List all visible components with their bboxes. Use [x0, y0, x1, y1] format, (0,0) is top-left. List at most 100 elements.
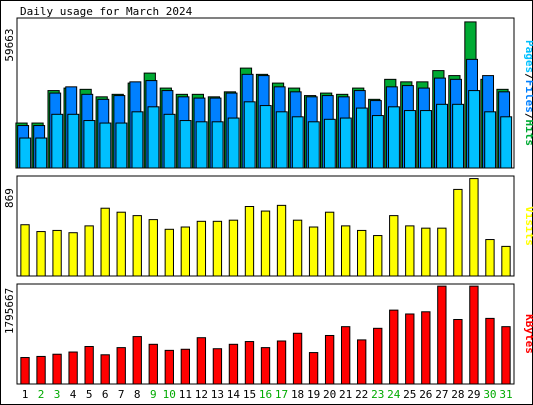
day-label-7: 7	[118, 388, 125, 401]
kbytes-bar-day-9	[148, 343, 158, 385]
visits-bar-day-28	[453, 188, 463, 277]
visits-bar-day-19	[308, 226, 319, 277]
kbytes-bar-day-18	[292, 332, 303, 385]
kbytes-bar-day-30	[485, 317, 495, 385]
day-label-1: 1	[22, 388, 29, 401]
day-label-25: 25	[403, 388, 416, 401]
hits-max-label: 59663	[3, 28, 16, 61]
visits-bar-day-25	[405, 225, 415, 277]
visits-max-label: 869	[3, 188, 16, 208]
visits-bar-day-10	[164, 228, 174, 277]
day-label-15: 15	[243, 388, 256, 401]
day-label-21: 21	[339, 388, 352, 401]
pages-bar-day-2	[35, 137, 48, 169]
kbytes-bar-day-28	[453, 318, 463, 385]
pages-bar-day-17	[275, 111, 288, 169]
pages-bar-day-7	[115, 122, 128, 169]
day-label-12: 12	[195, 388, 208, 401]
visits-bar-day-9	[148, 219, 158, 277]
visits-bar-day-5	[84, 225, 94, 277]
pages-bar-day-22	[355, 107, 368, 169]
kbytes-bar-day-13	[212, 348, 223, 385]
visits-bar-day-26	[421, 227, 431, 277]
visits-bar-day-24	[389, 215, 399, 277]
kbytes-bar-day-7	[116, 347, 126, 385]
visits-bar-day-18	[292, 219, 303, 277]
kbytes-bar-day-11	[180, 348, 191, 385]
kbytes-bar-day-24	[389, 309, 399, 385]
pages-bar-day-6	[99, 122, 112, 169]
pages-bar-day-29	[468, 90, 481, 169]
pages-bar-day-27	[436, 103, 449, 169]
kbytes-bar-day-2	[36, 355, 46, 385]
visits-bar-day-6	[100, 207, 110, 277]
pages-bar-day-20	[323, 118, 336, 169]
day-label-30: 30	[483, 388, 496, 401]
hits-legend: Pages/Files/Hits	[523, 40, 533, 146]
day-label-19: 19	[307, 388, 320, 401]
visits-bar-day-11	[180, 226, 191, 277]
day-label-8: 8	[134, 388, 141, 401]
day-label-20: 20	[323, 388, 336, 401]
pages-bar-day-10	[163, 113, 176, 169]
hits-legend-item-0: Pages	[523, 40, 533, 73]
kbytes-bar-day-22	[357, 339, 367, 385]
day-label-17: 17	[275, 388, 288, 401]
hits-legend-item-1: /	[523, 73, 533, 80]
hits-legend-item-4: Hits	[523, 120, 533, 147]
day-label-13: 13	[211, 388, 224, 401]
pages-bar-day-3	[51, 113, 64, 169]
hits-legend-item-2: Files	[523, 80, 533, 113]
visits-legend: Visits	[523, 206, 533, 246]
pages-bar-day-14	[227, 117, 240, 169]
visits-bar-day-7	[116, 211, 126, 277]
day-label-2: 2	[38, 388, 45, 401]
kbytes-bar-day-14	[228, 343, 239, 385]
day-label-4: 4	[70, 388, 77, 401]
visits-legend-item-0: Visits	[523, 206, 533, 246]
visits-bar-day-12	[196, 220, 207, 277]
pages-bar-day-18	[291, 116, 304, 169]
chart-title: Daily usage for March 2024	[20, 5, 193, 18]
visits-bar-day-3	[52, 229, 62, 277]
kbytes-bar-day-5	[84, 346, 94, 385]
day-label-28: 28	[451, 388, 464, 401]
day-label-11: 11	[179, 388, 192, 401]
pages-bar-day-26	[420, 110, 432, 169]
pages-bar-day-24	[388, 106, 400, 169]
visits-bar-day-27	[437, 227, 447, 277]
pages-bar-day-31	[500, 116, 513, 169]
kbytes-bar-day-16	[260, 347, 271, 385]
day-label-18: 18	[291, 388, 304, 401]
kbytes-bar-day-25	[405, 313, 415, 385]
day-label-6: 6	[102, 388, 109, 401]
pages-bar-day-8	[131, 111, 144, 169]
pages-bar-day-1	[19, 137, 32, 169]
day-label-27: 27	[435, 388, 448, 401]
visits-bar-day-30	[485, 239, 495, 277]
kbytes-bar-day-15	[244, 341, 255, 385]
day-label-10: 10	[163, 388, 176, 401]
pages-bar-day-28	[452, 103, 465, 169]
kbytes-bar-day-23	[373, 327, 383, 385]
kbytes-legend: KBytes	[523, 314, 533, 354]
day-label-29: 29	[467, 388, 480, 401]
visits-bar-day-13	[212, 220, 223, 277]
pages-bar-day-19	[307, 121, 320, 169]
kbytes-bar-day-27	[437, 285, 447, 385]
visits-bar-day-4	[68, 232, 78, 277]
visits-bar-day-22	[357, 229, 367, 277]
visits-panel: 869 Visits	[3, 175, 533, 277]
day-label-5: 5	[86, 388, 93, 401]
pages-bar-day-30	[484, 111, 497, 169]
visits-bar-day-16	[260, 210, 271, 277]
day-label-16: 16	[259, 388, 272, 401]
pages-bar-day-13	[211, 121, 224, 169]
kbytes-bar-day-8	[132, 336, 142, 385]
kbytes-bar-day-26	[421, 311, 431, 385]
kbytes-panel: 1795667 KBytes	[3, 283, 533, 385]
pages-bar-day-4	[67, 113, 80, 169]
